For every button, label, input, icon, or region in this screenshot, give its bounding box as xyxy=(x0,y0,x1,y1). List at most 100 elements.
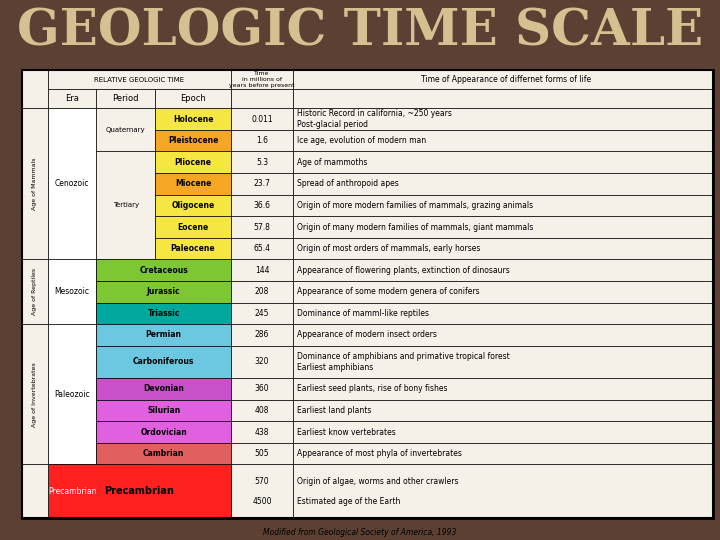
Text: Ice age, evolution of modern man: Ice age, evolution of modern man xyxy=(297,136,426,145)
Bar xyxy=(293,151,720,173)
Text: 57.8: 57.8 xyxy=(253,222,271,232)
Text: Appearance of some modern genera of conifers: Appearance of some modern genera of coni… xyxy=(297,287,480,296)
Bar xyxy=(48,464,231,518)
Bar xyxy=(48,109,96,259)
Bar xyxy=(231,238,293,259)
Bar xyxy=(293,194,720,216)
Text: Age of Invertebrates: Age of Invertebrates xyxy=(32,362,37,427)
Bar xyxy=(231,302,293,324)
Bar xyxy=(231,130,293,151)
Bar xyxy=(96,400,155,421)
Bar xyxy=(293,464,720,518)
Text: 208: 208 xyxy=(255,287,269,296)
Bar xyxy=(293,281,720,302)
Bar xyxy=(231,173,293,194)
Bar xyxy=(231,443,293,464)
Text: Appearance of most phyla of invertebrates: Appearance of most phyla of invertebrate… xyxy=(297,449,462,458)
Bar xyxy=(293,109,720,130)
Bar xyxy=(231,346,293,378)
Bar xyxy=(293,400,720,421)
Bar xyxy=(231,400,293,421)
Text: Precambrian: Precambrian xyxy=(48,487,96,496)
Text: Origin of most orders of mammals, early horses: Origin of most orders of mammals, early … xyxy=(297,244,480,253)
Text: Ordovician: Ordovician xyxy=(140,428,187,436)
Text: Precambrian: Precambrian xyxy=(104,487,174,496)
Text: Triassic: Triassic xyxy=(148,309,180,318)
Text: 0.011: 0.011 xyxy=(251,114,273,124)
Text: 65.4: 65.4 xyxy=(253,244,271,253)
Text: Permian: Permian xyxy=(145,330,181,340)
Bar xyxy=(96,378,231,400)
Bar xyxy=(231,421,293,443)
Text: Paleocene: Paleocene xyxy=(171,244,215,253)
Bar xyxy=(155,89,231,109)
Bar xyxy=(96,89,155,109)
Text: 36.6: 36.6 xyxy=(253,201,271,210)
Bar xyxy=(293,89,720,109)
Bar xyxy=(155,130,231,151)
Bar xyxy=(96,324,155,346)
Text: 438: 438 xyxy=(255,428,269,436)
Text: Quaternary: Quaternary xyxy=(106,127,145,133)
Bar xyxy=(22,70,48,109)
Bar xyxy=(48,464,96,518)
Bar xyxy=(22,464,48,518)
Bar xyxy=(231,194,293,216)
Bar xyxy=(155,173,231,194)
Bar xyxy=(96,281,231,302)
Bar xyxy=(96,302,155,324)
Bar xyxy=(96,443,231,464)
Text: Tertiary: Tertiary xyxy=(112,202,139,208)
Bar xyxy=(231,259,293,281)
Bar xyxy=(22,324,48,464)
Bar xyxy=(96,109,155,151)
Text: 286: 286 xyxy=(255,330,269,340)
Text: Earliest land plants: Earliest land plants xyxy=(297,406,371,415)
Bar xyxy=(231,281,293,302)
Bar xyxy=(293,302,720,324)
Bar xyxy=(231,151,293,173)
Text: Oligocene: Oligocene xyxy=(171,201,215,210)
Text: Silurian: Silurian xyxy=(147,406,180,415)
Bar xyxy=(48,259,96,324)
Bar xyxy=(293,324,720,346)
Text: Appearance of flowering plants, extinction of dinosaurs: Appearance of flowering plants, extincti… xyxy=(297,266,510,275)
Text: 23.7: 23.7 xyxy=(253,179,271,188)
Bar xyxy=(96,281,155,302)
Bar xyxy=(96,324,231,346)
Text: Age of mammoths: Age of mammoths xyxy=(297,158,367,167)
Text: Time
in millions of
years before present: Time in millions of years before present xyxy=(230,71,295,88)
Bar xyxy=(293,443,720,464)
Text: Devonian: Devonian xyxy=(143,384,184,394)
Text: Cambrian: Cambrian xyxy=(143,449,184,458)
Text: Dominance of mamml-like reptiles: Dominance of mamml-like reptiles xyxy=(297,309,428,318)
Text: 570

4500: 570 4500 xyxy=(253,476,272,507)
Text: RELATIVE GEOLOGIC TIME: RELATIVE GEOLOGIC TIME xyxy=(94,77,184,83)
Text: Spread of anthropoid apes: Spread of anthropoid apes xyxy=(297,179,398,188)
Text: Paleozoic: Paleozoic xyxy=(54,390,90,399)
Bar xyxy=(48,324,96,464)
Text: Carboniferous: Carboniferous xyxy=(133,357,194,367)
Bar xyxy=(293,259,720,281)
Text: Age of Reptiles: Age of Reptiles xyxy=(32,268,37,315)
Bar xyxy=(22,109,48,259)
Text: 1.6: 1.6 xyxy=(256,136,268,145)
Bar xyxy=(48,70,231,89)
Bar xyxy=(96,421,231,443)
Text: Epoch: Epoch xyxy=(180,94,206,103)
Bar xyxy=(293,378,720,400)
Bar xyxy=(96,151,155,259)
Bar xyxy=(96,464,155,518)
Text: Origin of more modern families of mammals, grazing animals: Origin of more modern families of mammal… xyxy=(297,201,533,210)
Text: 408: 408 xyxy=(255,406,269,415)
Text: Mesozoic: Mesozoic xyxy=(55,287,89,296)
Text: Origin of algae, worms and other crawlers

Estimated age of the Earth: Origin of algae, worms and other crawler… xyxy=(297,476,458,507)
Bar xyxy=(293,216,720,238)
Text: Pleistocene: Pleistocene xyxy=(168,136,218,145)
Bar xyxy=(96,346,231,378)
Bar xyxy=(96,259,231,281)
Text: Earliest seed plants, rise of bony fishes: Earliest seed plants, rise of bony fishe… xyxy=(297,384,447,394)
Bar xyxy=(155,238,231,259)
Bar xyxy=(231,70,293,89)
Text: Era: Era xyxy=(65,94,79,103)
